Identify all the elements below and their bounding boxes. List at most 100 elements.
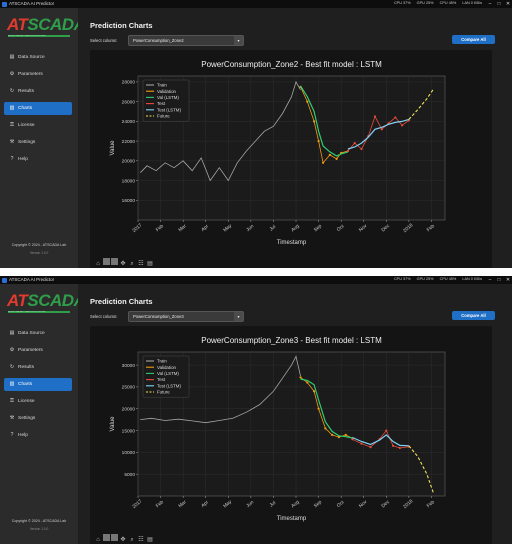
select-column-label: Select column: (90, 38, 118, 43)
data-point (312, 120, 316, 123)
copyright: Copyright © 2024 - ATSCADA Lab (11, 519, 67, 523)
wrench-icon: ⚒ (9, 139, 15, 145)
data-point (322, 161, 325, 164)
system-stats: CPU 37% GPU 25% CPU 45% LAN 0 KB/s (389, 1, 482, 5)
home-icon[interactable]: ⌂ (96, 537, 100, 543)
plot-toolbar: ⌂ ✥ ⌕ ☷ ▤ (94, 534, 155, 543)
x-tick-label: 2017 (131, 498, 143, 510)
minimize-icon[interactable]: – (488, 1, 492, 7)
zoom-icon[interactable]: ⌕ (130, 261, 134, 267)
sidebar-item-parameters[interactable]: ⚙ Parameters (4, 68, 72, 81)
maximize-icon[interactable]: □ (497, 1, 501, 7)
forward-icon[interactable] (111, 534, 118, 541)
pan-icon[interactable]: ✥ (120, 537, 126, 543)
save-icon[interactable]: ▤ (147, 537, 153, 543)
y-tick-label: 5000 (124, 472, 135, 478)
series-line (300, 378, 353, 439)
back-icon[interactable] (103, 534, 110, 541)
pan-icon[interactable]: ✥ (120, 261, 126, 267)
data-point (401, 124, 404, 127)
compare-all-button[interactable]: Compare All (452, 35, 495, 44)
stat-4: LAN 0 KB/s (462, 1, 482, 6)
x-tick-label: Jun (245, 499, 255, 509)
column-select[interactable]: PowerConsumption_Zone2 ▾ (128, 35, 244, 46)
maximize-icon[interactable]: □ (497, 277, 501, 283)
y-axis-label: Value (110, 416, 116, 432)
sidebar-item-help[interactable]: ? Help (4, 429, 72, 442)
zoom-icon[interactable]: ⌕ (130, 537, 134, 543)
x-tick-label: Jul (269, 500, 278, 509)
sidebar-item-settings[interactable]: ⚒ Settings (4, 136, 72, 149)
sidebar-item-data-source[interactable]: ▤ Data Source (4, 327, 72, 340)
x-tick-label: Aug (290, 499, 301, 509)
data-point (385, 429, 388, 432)
sidebar-item-license[interactable]: ⚿ License (4, 119, 72, 132)
column-select[interactable]: PowerConsumption_Zone3 ▾ (128, 311, 244, 322)
x-tick-label: Apr (200, 223, 210, 233)
configure-icon[interactable]: ☷ (138, 261, 144, 267)
legend-label: Val (LSTM) (157, 371, 179, 376)
x-tick-label: Feb (426, 499, 436, 509)
sidebar-item-data-source[interactable]: ▤ Data Source (4, 51, 72, 64)
stat-3: CPU 45% (439, 277, 457, 282)
compare-all-button[interactable]: Compare All (452, 311, 495, 320)
series-line (140, 80, 301, 182)
sidebar-item-results[interactable]: ↻ Results (4, 85, 72, 98)
stat-1: CPU 37% (393, 277, 411, 282)
x-tick-label: Dec (380, 499, 391, 509)
data-point (299, 376, 302, 379)
sidebar-item-label: Charts (18, 382, 33, 387)
sidebar-item-results[interactable]: ↻ Results (4, 361, 72, 374)
legend-label: Future (157, 390, 170, 395)
series-line (299, 85, 349, 157)
close-icon[interactable]: ✕ (505, 277, 511, 283)
title-bar: ATSCADA AI Predictor CPU 37% GPU 25% CPU… (0, 0, 512, 8)
page-title: Prediction Charts (90, 297, 153, 306)
sidebar-item-charts[interactable]: ▥ Charts (4, 378, 72, 391)
title-bar: ATSCADA AI Predictor CPU 37% GPU 25% CPU… (0, 276, 512, 284)
x-tick-label: Jul (269, 224, 278, 233)
gear-icon: ⚙ (9, 347, 15, 353)
chart-icon: ▥ (9, 105, 15, 111)
minimize-icon[interactable]: – (488, 277, 492, 283)
data-point (344, 433, 347, 437)
sidebar-item-charts[interactable]: ▥ Charts (4, 102, 72, 115)
data-point (353, 141, 356, 145)
logo-tagline: INDUSTRIAL AUTOMATION SOLUTIONS (8, 311, 70, 313)
sidebar-item-license[interactable]: ⚿ License (4, 395, 72, 408)
chart-panel: PowerConsumption_Zone2 - Best fit model … (90, 50, 492, 268)
logo: ATSCADA (7, 15, 86, 34)
y-axis-label: Value (110, 140, 116, 156)
x-tick-label: May (222, 499, 233, 510)
series-line (352, 434, 409, 447)
data-point (360, 442, 363, 445)
y-tick-label: 18000 (122, 178, 136, 184)
chart-title: PowerConsumption_Zone3 - Best fit model … (201, 336, 382, 345)
logo-tagline: INDUSTRIAL AUTOMATION SOLUTIONS (8, 35, 70, 37)
configure-icon[interactable]: ☷ (138, 537, 144, 543)
series-line (408, 88, 435, 120)
chart-panel: PowerConsumption_Zone3 - Best fit model … (90, 326, 492, 544)
sidebar-item-label: License (18, 399, 35, 404)
app-icon (2, 1, 7, 7)
home-icon[interactable]: ⌂ (96, 261, 100, 267)
data-point (391, 444, 395, 447)
sidebar-item-parameters[interactable]: ⚙ Parameters (4, 344, 72, 357)
column-select-value: PowerConsumption_Zone3 (133, 314, 184, 319)
close-icon[interactable]: ✕ (505, 1, 511, 7)
refresh-icon: ↻ (9, 88, 15, 94)
x-tick-label: Feb (155, 499, 165, 509)
stat-2: GPU 25% (416, 277, 434, 282)
legend-label: Train (157, 359, 167, 364)
sidebar-item-label: Parameters (18, 72, 43, 77)
back-icon[interactable] (103, 258, 110, 265)
sidebar-item-settings[interactable]: ⚒ Settings (4, 412, 72, 425)
chevron-down-icon: ▾ (234, 312, 243, 321)
stat-4: LAN 0 KB/s (462, 277, 482, 282)
forward-icon[interactable] (111, 258, 118, 265)
y-tick-label: 10000 (122, 450, 136, 456)
data-point (394, 116, 397, 119)
save-icon[interactable]: ▤ (147, 261, 153, 267)
x-tick-label: May (222, 223, 233, 234)
sidebar-item-help[interactable]: ? Help (4, 153, 72, 166)
